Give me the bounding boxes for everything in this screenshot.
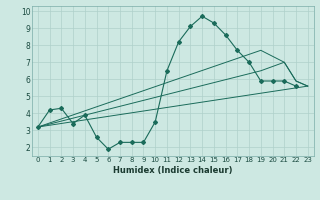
- X-axis label: Humidex (Indice chaleur): Humidex (Indice chaleur): [113, 166, 233, 175]
